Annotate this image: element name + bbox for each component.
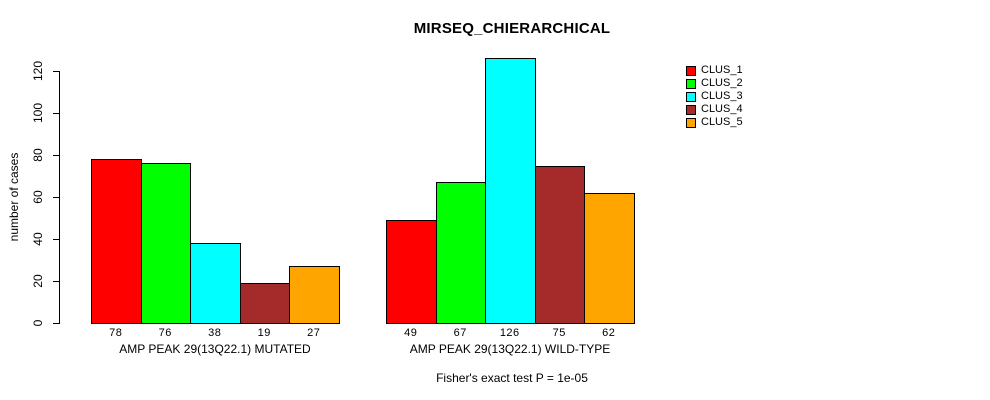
y-tick-mark [53, 196, 59, 198]
legend-swatch-clus-1 [686, 65, 696, 76]
legend-label-clus-2: CLUS_2 [701, 77, 743, 89]
bar-value-label-clus-5-group-1: 27 [307, 327, 321, 339]
y-axis-label: number of cases [7, 152, 21, 242]
bar-value-label-clus-3-group-2: 126 [499, 327, 520, 339]
legend-swatch-clus-2 [686, 78, 696, 89]
bar-clus-4-group-1 [239, 283, 290, 324]
y-tick-label: 120 [31, 60, 45, 82]
y-tick-label: 0 [31, 319, 45, 327]
bar-clus-3-group-1 [190, 243, 241, 324]
bar-value-label-clus-1-group-1: 78 [109, 327, 123, 339]
legend-label-clus-1: CLUS_1 [701, 64, 743, 76]
legend-label-clus-5: CLUS_5 [701, 116, 743, 128]
bar-value-label-clus-5-group-2: 62 [602, 327, 616, 339]
fisher-test-annotation: Fisher's exact test P = 1e-05 [436, 371, 588, 385]
legend-item-clus-2: CLUS_2 [686, 77, 743, 90]
y-tick-mark [53, 322, 59, 324]
y-tick-label: 20 [31, 274, 45, 288]
y-tick-mark [53, 154, 59, 156]
legend-swatch-clus-3 [686, 91, 696, 102]
legend-swatch-clus-4 [686, 104, 696, 115]
bar-value-label-clus-3-group-1: 38 [208, 327, 222, 339]
y-tick-label: 40 [31, 232, 45, 246]
bar-clus-1-group-2 [386, 220, 437, 324]
bar-clus-5-group-2 [584, 192, 635, 324]
bar-value-label-clus-4-group-2: 75 [552, 327, 566, 339]
bar-clus-2-group-2 [435, 182, 486, 324]
bar-clus-1-group-1 [91, 159, 142, 324]
y-tick-mark [53, 238, 59, 240]
bar-value-label-clus-4-group-1: 19 [257, 327, 271, 339]
legend-item-clus-4: CLUS_4 [686, 103, 743, 116]
y-tick-mark [53, 70, 59, 72]
legend-item-clus-5: CLUS_5 [686, 116, 743, 129]
legend-item-clus-3: CLUS_3 [686, 90, 743, 103]
legend-item-clus-1: CLUS_1 [686, 64, 743, 77]
y-axis-line [59, 71, 60, 324]
y-tick-label: 60 [31, 190, 45, 204]
group-label-mutated: AMP PEAK 29(13Q22.1) MUTATED [119, 342, 311, 356]
bar-clus-3-group-2 [485, 58, 536, 324]
chart-title: MIRSEQ_CHIERARCHICAL [413, 20, 611, 37]
bar-clus-2-group-1 [140, 163, 191, 324]
bar-clus-5-group-1 [289, 266, 340, 324]
bar-value-label-clus-1-group-2: 49 [404, 327, 418, 339]
y-tick-label: 80 [31, 148, 45, 162]
legend-label-clus-4: CLUS_4 [701, 103, 743, 115]
y-tick-label: 100 [31, 102, 45, 124]
legend-label-clus-3: CLUS_3 [701, 90, 743, 102]
y-tick-mark [53, 280, 59, 282]
bar-clus-4-group-2 [534, 165, 585, 324]
y-tick-mark [53, 112, 59, 114]
bar-value-label-clus-2-group-2: 67 [453, 327, 467, 339]
legend-swatch-clus-5 [686, 117, 696, 128]
legend: CLUS_1 CLUS_2 CLUS_3 CLUS_4 CLUS_5 [686, 64, 743, 129]
group-label-wild-type: AMP PEAK 29(13Q22.1) WILD-TYPE [409, 342, 611, 356]
bar-value-label-clus-2-group-1: 76 [158, 327, 172, 339]
